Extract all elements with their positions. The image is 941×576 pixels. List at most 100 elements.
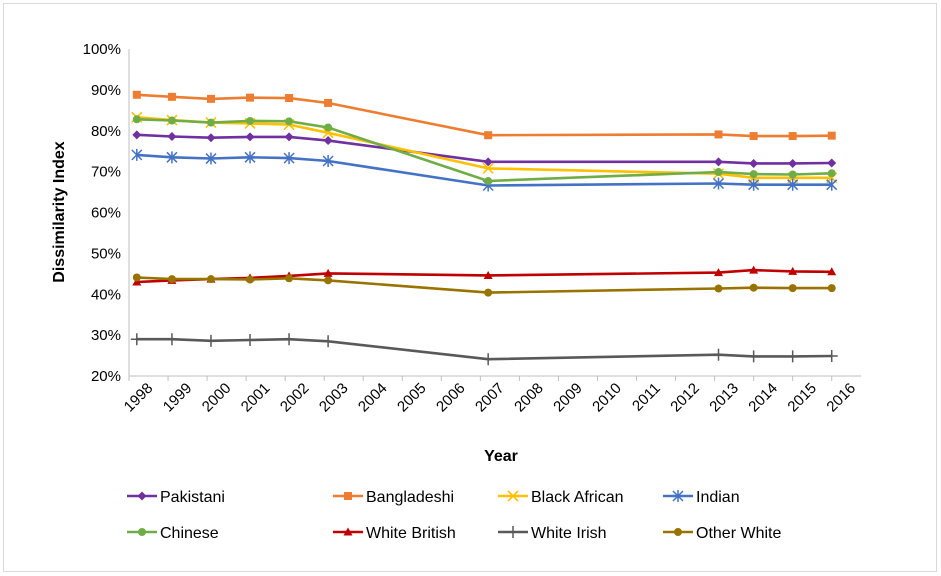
data-point — [484, 177, 493, 186]
data-point — [788, 132, 797, 141]
data-point — [827, 169, 836, 178]
data-point — [165, 333, 178, 346]
y-tick-label: 20% — [91, 368, 121, 385]
data-point — [749, 132, 758, 141]
legend-label: Pakistani — [160, 489, 225, 506]
data-point — [246, 275, 255, 284]
data-point — [714, 168, 723, 177]
data-point — [322, 154, 334, 167]
x-tick-label: 2012 — [667, 380, 703, 416]
legend-label: Indian — [696, 489, 740, 506]
legend-label: Black African — [531, 489, 623, 506]
legend-label: Chinese — [160, 525, 219, 542]
legend-marker — [674, 528, 682, 536]
data-point — [244, 334, 257, 347]
legend-item: Bangladeshi — [333, 489, 454, 506]
data-point — [285, 117, 294, 126]
data-point — [132, 115, 141, 124]
data-point — [283, 152, 295, 165]
data-point — [167, 92, 176, 101]
x-tick-label: 2004 — [355, 380, 391, 416]
legend-item: Other White — [663, 525, 781, 542]
data-point — [748, 178, 760, 191]
data-point — [714, 130, 723, 139]
series-white-british — [132, 265, 837, 286]
data-point — [788, 266, 798, 275]
series-line — [136, 93, 832, 138]
legend-marker — [343, 527, 353, 536]
legend: Pakistani Bangladeshi Black African Indian C… — [127, 489, 781, 542]
y-tick-label: 70% — [91, 164, 121, 181]
data-point — [245, 132, 255, 142]
data-point — [324, 98, 333, 107]
axes — [128, 49, 861, 377]
data-point — [482, 353, 495, 366]
data-point — [130, 333, 143, 346]
y-tick-label: 80% — [91, 123, 121, 140]
legend-marker — [507, 490, 519, 502]
y-tick-label: 90% — [91, 82, 121, 99]
legend-marker — [138, 528, 146, 536]
data-point — [482, 162, 494, 174]
legend-label: White British — [366, 525, 456, 542]
data-point — [484, 131, 493, 140]
data-point — [786, 350, 799, 363]
data-point — [132, 273, 141, 282]
data-point — [788, 284, 797, 293]
data-point — [284, 132, 294, 142]
legend-item: Chinese — [127, 525, 219, 542]
x-tick-label: 2003 — [316, 380, 352, 416]
data-point — [322, 335, 335, 348]
data-point — [827, 284, 836, 293]
data-point — [483, 157, 493, 167]
data-point — [827, 158, 837, 168]
x-tick-label: 2000 — [199, 380, 235, 416]
series-line — [136, 116, 832, 180]
data-point — [246, 93, 255, 102]
x-tick-label: 2016 — [823, 380, 859, 416]
data-point — [712, 177, 725, 190]
x-axis-title: Year — [484, 448, 518, 465]
x-tick-label: 1999 — [160, 380, 196, 416]
data-point — [166, 151, 178, 164]
x-tick-label: 1998 — [121, 380, 157, 416]
series-indian — [131, 148, 838, 192]
data-point — [749, 283, 758, 292]
series-pakistani — [132, 130, 837, 168]
data-point — [285, 94, 294, 103]
y-tick-label: 30% — [91, 327, 121, 344]
data-point — [244, 151, 256, 164]
y-axis-ticks: 20% 30% 40% 50% 60% 70% 80% 90% 100% — [83, 41, 121, 385]
data-point — [246, 116, 255, 125]
data-point — [788, 158, 798, 168]
legend-item: White Irish — [498, 525, 607, 542]
legend-marker — [507, 526, 519, 538]
legend-marker — [137, 491, 147, 501]
legend-item: Indian — [663, 489, 740, 506]
legend-item: Black African — [498, 489, 623, 506]
data-point — [788, 170, 797, 179]
data-point — [714, 157, 724, 167]
legend-label: White Irish — [531, 525, 607, 542]
x-tick-label: 2001 — [238, 380, 274, 416]
y-axis-title: Dissimilarity Index — [51, 141, 68, 282]
data-point — [167, 116, 176, 125]
data-point — [826, 178, 838, 191]
legend-label: Bangladeshi — [366, 489, 454, 506]
data-point — [132, 90, 141, 99]
y-tick-label: 60% — [91, 205, 121, 222]
x-tick-label: 2002 — [277, 380, 313, 416]
legend-marker — [672, 490, 684, 502]
data-point — [167, 275, 176, 284]
y-tick-label: 40% — [91, 286, 121, 303]
data-point — [323, 268, 333, 277]
x-tick-label: 2005 — [394, 380, 430, 416]
x-tick-label: 2007 — [472, 380, 508, 416]
data-point — [206, 94, 215, 103]
legend-marker — [344, 492, 352, 500]
x-tick-label: 2015 — [784, 380, 820, 416]
data-point — [323, 136, 333, 146]
data-point — [827, 267, 837, 276]
legend-label: Other White — [696, 525, 781, 542]
series-white-irish — [130, 333, 838, 366]
